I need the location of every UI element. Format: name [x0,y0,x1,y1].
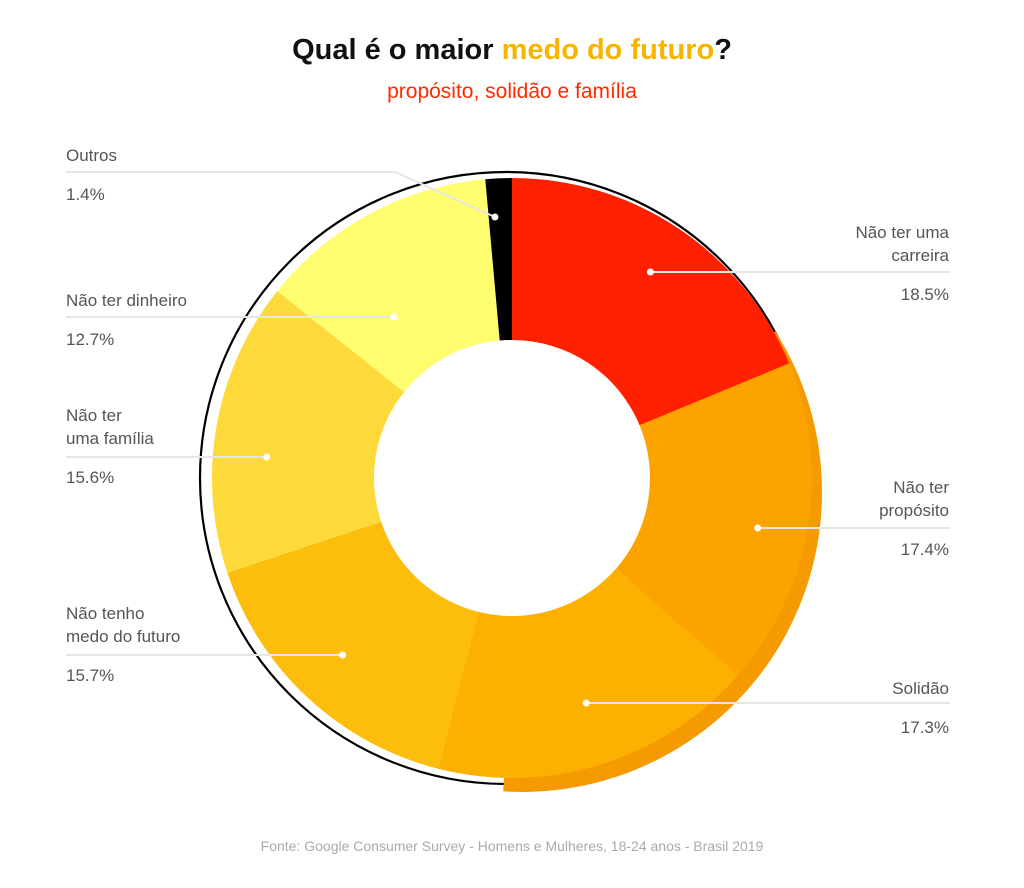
leader-line-6 [66,171,496,218]
label-dinheiro-name: Não ter dinheiro [66,291,187,310]
source-note: Fonte: Google Consumer Survey - Homens e… [260,838,764,854]
leader-dot-3 [338,651,346,659]
slice-3 [227,521,479,769]
chart-title: Qual é o maior medo do futuro? [0,34,1024,67]
label-medo-name: Não tenho medo do futuro [66,604,181,646]
label-solidao: Solidão 17.3% [892,677,949,739]
leader-dot-0 [646,268,654,276]
leader-dot-1 [754,524,762,532]
label-carreira-name: Não ter uma carreira [855,223,949,265]
label-outros-value: 1.4% [66,185,105,204]
label-dinheiro: Não ter dinheiro 12.7% [66,289,187,351]
title-highlight: medo do futuro [501,34,715,66]
slice-2 [438,568,739,779]
label-familia-value: 15.6% [66,468,115,487]
label-carreira: Não ter uma carreira 18.5% [855,221,949,306]
label-familia: Não ter uma família 15.6% [66,404,154,489]
label-proposito-value: 17.4% [900,540,949,559]
slice-0 [512,178,790,426]
label-outros: Outros 1.4% [66,144,117,206]
leader-dot-4 [263,453,271,461]
slice-1 [616,363,813,676]
slice-4 [212,291,405,573]
label-solidao-value: 17.3% [900,718,949,737]
slice-5 [277,179,500,393]
title-start: Qual é o maior [292,34,502,66]
label-proposito-name: Não ter propósito [879,478,949,520]
label-solidao-name: Solidão [892,679,949,698]
label-proposito: Não ter propósito 17.4% [879,476,949,561]
label-dinheiro-value: 12.7% [66,330,115,349]
chart-subtitle: propósito, solidão e família [387,80,637,103]
leader-dot-5 [390,313,398,321]
label-outros-name: Outros [66,146,118,165]
title-end: ? [714,34,732,66]
leader-dot-2 [582,699,590,707]
label-carreira-value: 18.5% [900,285,949,304]
leader-dot-6 [491,213,499,221]
label-medo-value: 15.7% [66,666,115,685]
label-medo: Não tenho medo do futuro 15.7% [66,602,180,687]
label-familia-name: Não ter uma família [66,406,154,448]
